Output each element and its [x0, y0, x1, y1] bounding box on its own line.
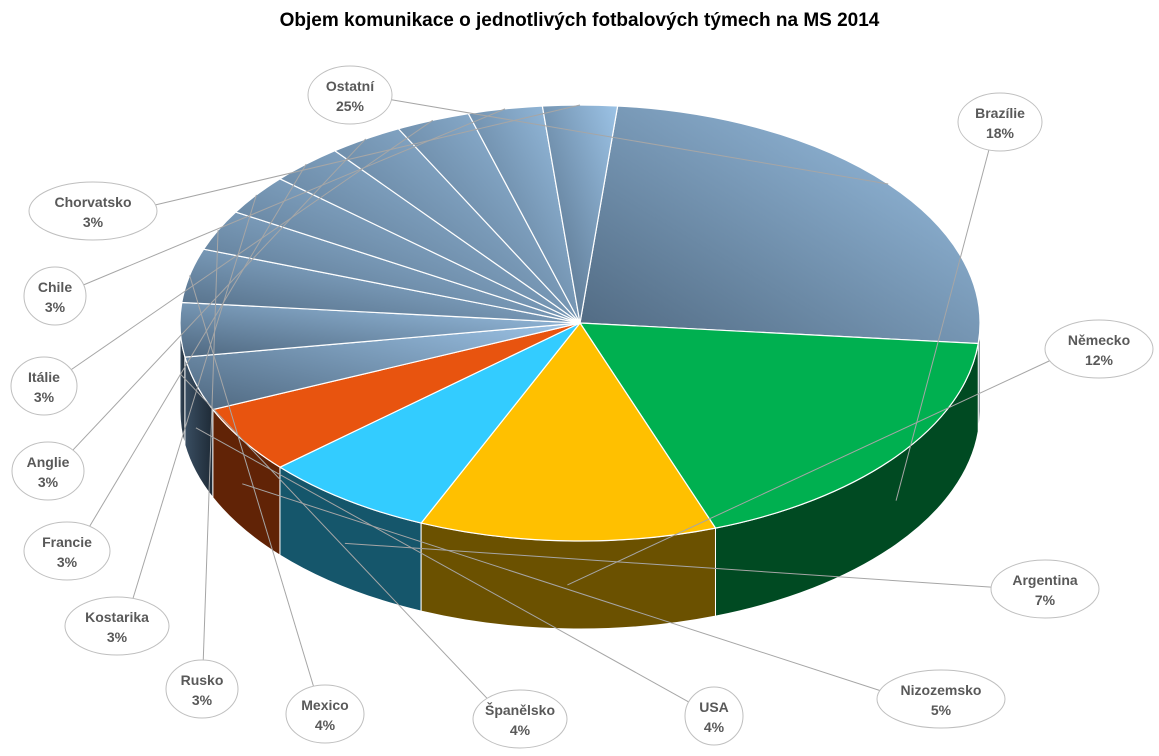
label-bubble-rusko [165, 659, 239, 719]
label-bubble-spanelsko [472, 689, 568, 749]
category-label-kostarika: Kostarika [85, 609, 149, 625]
leader-line-usa [195, 427, 689, 703]
value-label-chorvatsko: 3% [83, 214, 104, 230]
category-label-mexico: Mexico [301, 697, 348, 713]
leader-line-francie [89, 163, 307, 527]
category-label-chorvatsko: Chorvatsko [54, 194, 131, 210]
value-label-chile: 3% [45, 299, 66, 315]
value-label-francie: 3% [57, 554, 78, 570]
leader-line-spanelsko [179, 373, 488, 699]
category-label-nizozemsko: Nizozemsko [901, 682, 982, 698]
label-bubble-kostarika [64, 596, 170, 656]
value-label-kostarika: 3% [107, 629, 128, 645]
category-label-argentina: Argentina [1012, 572, 1078, 588]
label-bubble-usa [684, 686, 744, 746]
value-label-mexico: 4% [315, 717, 336, 733]
category-label-nemecko: Německo [1068, 332, 1130, 348]
value-label-argentina: 7% [1035, 592, 1056, 608]
label-bubble-francie [23, 521, 111, 581]
category-label-italie: Itálie [28, 369, 60, 385]
pie-top [179, 104, 981, 542]
slice-ostatni [579, 105, 981, 345]
slice-brazilie [579, 322, 979, 529]
leader-line-mexico [189, 275, 314, 687]
value-label-italie: 3% [34, 389, 55, 405]
data-labels: Ostatní 25% Brazílie 18% Německo 12% Argentina… [10, 65, 1154, 749]
value-label-anglie: 3% [38, 474, 59, 490]
category-label-spanelsko: Španělsko [485, 701, 555, 718]
label-bubble-ostatni [307, 65, 393, 125]
leader-line-nemecko [567, 360, 1050, 586]
category-label-francie: Francie [42, 534, 92, 550]
leader-lines [70, 99, 1050, 703]
value-label-rusko: 3% [192, 692, 213, 708]
leader-line-argentina [344, 542, 992, 588]
value-label-nemecko: 12% [1085, 352, 1114, 368]
category-label-chile: Chile [38, 279, 72, 295]
chart-title: Objem komunikace o jednotlivých fotbalov… [279, 10, 880, 31]
leader-line-nizozemsko [242, 483, 880, 691]
slice-argentina [279, 322, 581, 524]
category-label-ostatni: Ostatní [326, 78, 375, 94]
label-bubble-brazilie [957, 92, 1043, 152]
value-label-brazilie: 18% [986, 125, 1015, 141]
value-label-ostatni: 25% [336, 98, 365, 114]
leader-line-chile [83, 108, 506, 286]
leader-line-brazilie [895, 149, 990, 501]
label-bubble-italie [10, 356, 78, 416]
category-label-usa: USA [699, 699, 729, 715]
leader-line-ostatni [391, 99, 889, 185]
category-label-rusko: Rusko [181, 672, 224, 688]
category-label-brazilie: Brazílie [975, 105, 1025, 121]
label-bubble-nizozemsko [876, 669, 1006, 729]
leader-line-rusko [202, 230, 219, 661]
category-label-anglie: Anglie [27, 454, 70, 470]
leader-line-anglie [72, 138, 367, 451]
label-bubble-anglie [11, 441, 85, 501]
leader-line-kostarika [132, 194, 257, 599]
leader-line-chorvatsko [155, 104, 581, 206]
value-label-spanelsko: 4% [510, 722, 531, 738]
slice-nemecko [420, 322, 717, 542]
label-bubble-chile [23, 266, 87, 326]
label-bubble-chorvatsko [28, 181, 158, 241]
label-bubble-argentina [990, 559, 1100, 619]
value-label-nizozemsko: 5% [931, 702, 952, 718]
label-bubble-nemecko [1044, 319, 1154, 379]
leader-line-italie [70, 119, 434, 371]
value-label-usa: 4% [704, 719, 725, 735]
label-bubble-mexico [285, 684, 365, 744]
